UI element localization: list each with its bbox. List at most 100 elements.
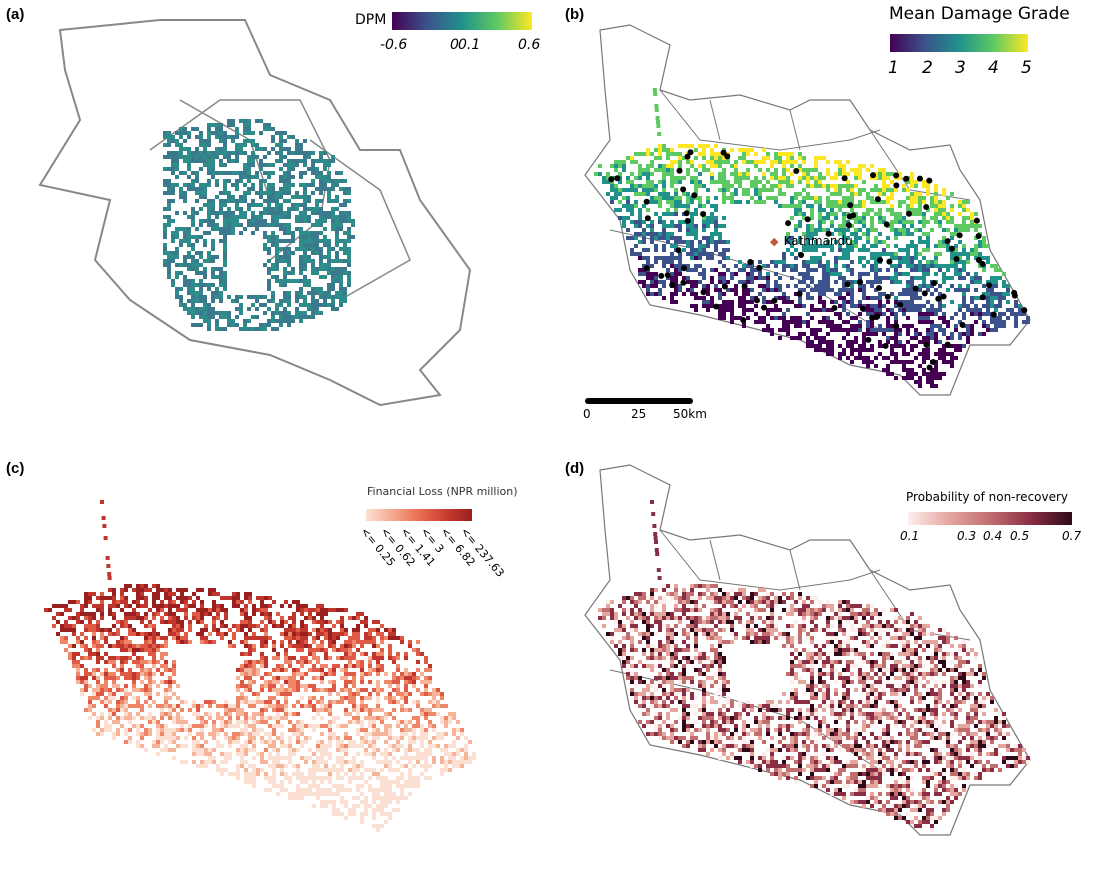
b-cell [806, 176, 810, 180]
district-boundary [309, 139, 411, 301]
b-cell [946, 212, 950, 216]
dpm-cell [267, 251, 271, 255]
c-cell [288, 616, 292, 620]
b-cell [918, 320, 922, 324]
dpm-cell [163, 143, 167, 147]
dpm-cell [199, 159, 203, 163]
b-cell [910, 184, 914, 188]
b-cell [646, 188, 650, 192]
c-cell [88, 704, 92, 708]
c-cell [320, 716, 324, 720]
b-cell [830, 224, 834, 228]
b-cell [802, 196, 806, 200]
dpm-cell [219, 123, 223, 127]
b-cell [810, 232, 814, 236]
c-cell [324, 752, 328, 756]
b-cell [770, 332, 774, 336]
dpm-cell [331, 219, 335, 223]
b-cell [898, 260, 902, 264]
c-cell [112, 604, 116, 608]
b-cell [934, 220, 938, 224]
dpm-cell [347, 255, 351, 259]
c-cell [280, 788, 284, 792]
c-cell [172, 592, 176, 596]
dpm-cell [271, 139, 275, 143]
b-cell [774, 160, 778, 164]
dpm-cell [331, 183, 335, 187]
c-cell [212, 624, 216, 628]
b-cell [706, 308, 710, 312]
dpm-cell [223, 183, 227, 187]
b-cell [734, 316, 738, 320]
b-cell [982, 324, 986, 328]
dpm-cell [299, 303, 303, 307]
b-cell [826, 200, 830, 204]
c-cell [80, 688, 84, 692]
dpm-cell [295, 311, 299, 315]
b-cell [806, 276, 810, 280]
b-cell [874, 200, 878, 204]
b-cell [646, 184, 650, 188]
dpm-cell [303, 231, 307, 235]
b-cell [850, 240, 854, 244]
c-cell [296, 788, 300, 792]
b-cell [742, 308, 746, 312]
b-cell [842, 352, 846, 356]
c-cell [148, 704, 152, 708]
c-cell [124, 596, 128, 600]
dpm-cell [215, 227, 219, 231]
dpm-cell [283, 131, 287, 135]
dpm-cell [175, 235, 179, 239]
b-cell [642, 240, 646, 244]
b-cell [894, 272, 898, 276]
b-cell [906, 340, 910, 344]
b-cell [846, 172, 850, 176]
b-cell [646, 292, 650, 296]
c-cell [256, 668, 260, 672]
c-cell [320, 792, 324, 796]
dpm-cell [167, 135, 171, 139]
b-cell [778, 160, 782, 164]
b-cell [918, 364, 922, 368]
b-cell [930, 312, 934, 316]
c-cell [280, 616, 284, 620]
b-cell [706, 304, 710, 308]
b-cell [958, 284, 962, 288]
b-cell [762, 176, 766, 180]
b-cell [810, 296, 814, 300]
dpm-cell [311, 243, 315, 247]
dpm-cell [275, 195, 279, 199]
dpm-cell [167, 143, 171, 147]
c-cell [244, 712, 248, 716]
dpm-cell [279, 179, 283, 183]
dpm-cell [315, 203, 319, 207]
b-cell [878, 188, 882, 192]
b-cell [978, 332, 982, 336]
c-cell [164, 612, 168, 616]
dpm-cell [299, 147, 303, 151]
c-cell [140, 656, 144, 660]
b-cell [790, 200, 794, 204]
b-cell [998, 268, 1002, 272]
dpm-cell [275, 247, 279, 251]
b-cell [1014, 312, 1018, 316]
b-cell [922, 336, 926, 340]
b-cell [738, 184, 742, 188]
dpm-cell [239, 147, 243, 151]
survey-point [944, 238, 951, 245]
b-cell [634, 236, 638, 240]
b-cell [646, 208, 650, 212]
c-cell [216, 612, 220, 616]
c-cell [236, 720, 240, 724]
c-cell [168, 628, 172, 632]
c-cell [224, 768, 228, 772]
b-cell [910, 224, 914, 228]
c-cell [316, 792, 320, 796]
b-cell [790, 156, 794, 160]
b-cell [718, 160, 722, 164]
b-cell [882, 276, 886, 280]
c-cell [112, 732, 116, 736]
b-cell [922, 284, 926, 288]
b-cell [818, 344, 822, 348]
dpm-cell [199, 139, 203, 143]
